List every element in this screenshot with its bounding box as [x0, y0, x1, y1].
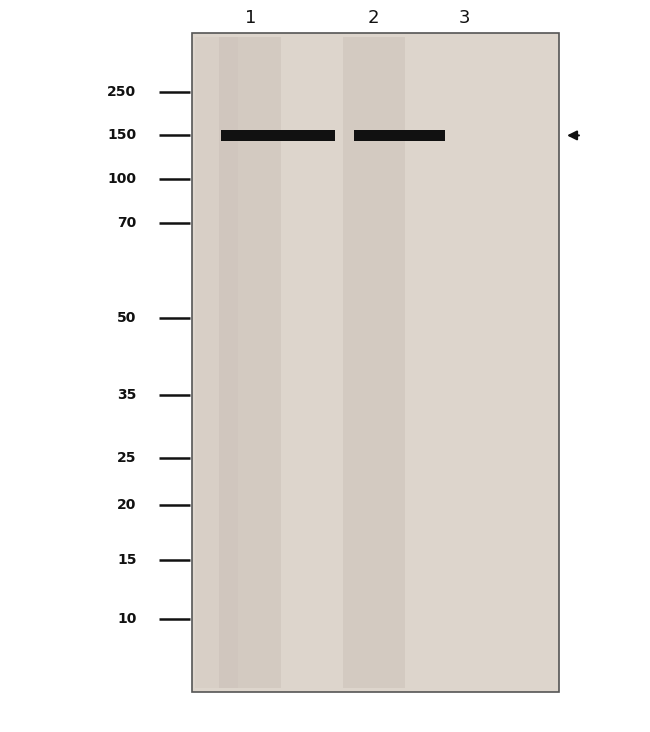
- Text: 1: 1: [244, 10, 256, 27]
- Text: 2: 2: [368, 10, 380, 27]
- Text: 20: 20: [117, 498, 136, 512]
- Bar: [220, 37, 281, 688]
- Bar: [343, 37, 404, 688]
- Text: 70: 70: [117, 216, 136, 231]
- Text: 3: 3: [459, 10, 471, 27]
- Text: 35: 35: [117, 388, 136, 403]
- Text: 100: 100: [107, 172, 136, 187]
- Bar: [354, 130, 445, 141]
- Text: 250: 250: [107, 84, 136, 99]
- Bar: [195, 37, 238, 688]
- Text: 150: 150: [107, 128, 136, 143]
- Bar: [221, 130, 335, 141]
- Text: 25: 25: [117, 450, 136, 465]
- Text: 15: 15: [117, 553, 136, 567]
- Text: 50: 50: [117, 311, 136, 326]
- Text: 10: 10: [117, 611, 136, 626]
- Bar: [192, 33, 559, 692]
